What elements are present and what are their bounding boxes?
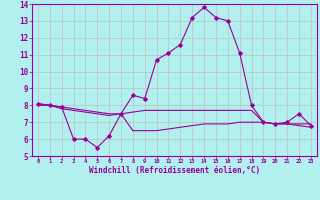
X-axis label: Windchill (Refroidissement éolien,°C): Windchill (Refroidissement éolien,°C)	[89, 166, 260, 175]
